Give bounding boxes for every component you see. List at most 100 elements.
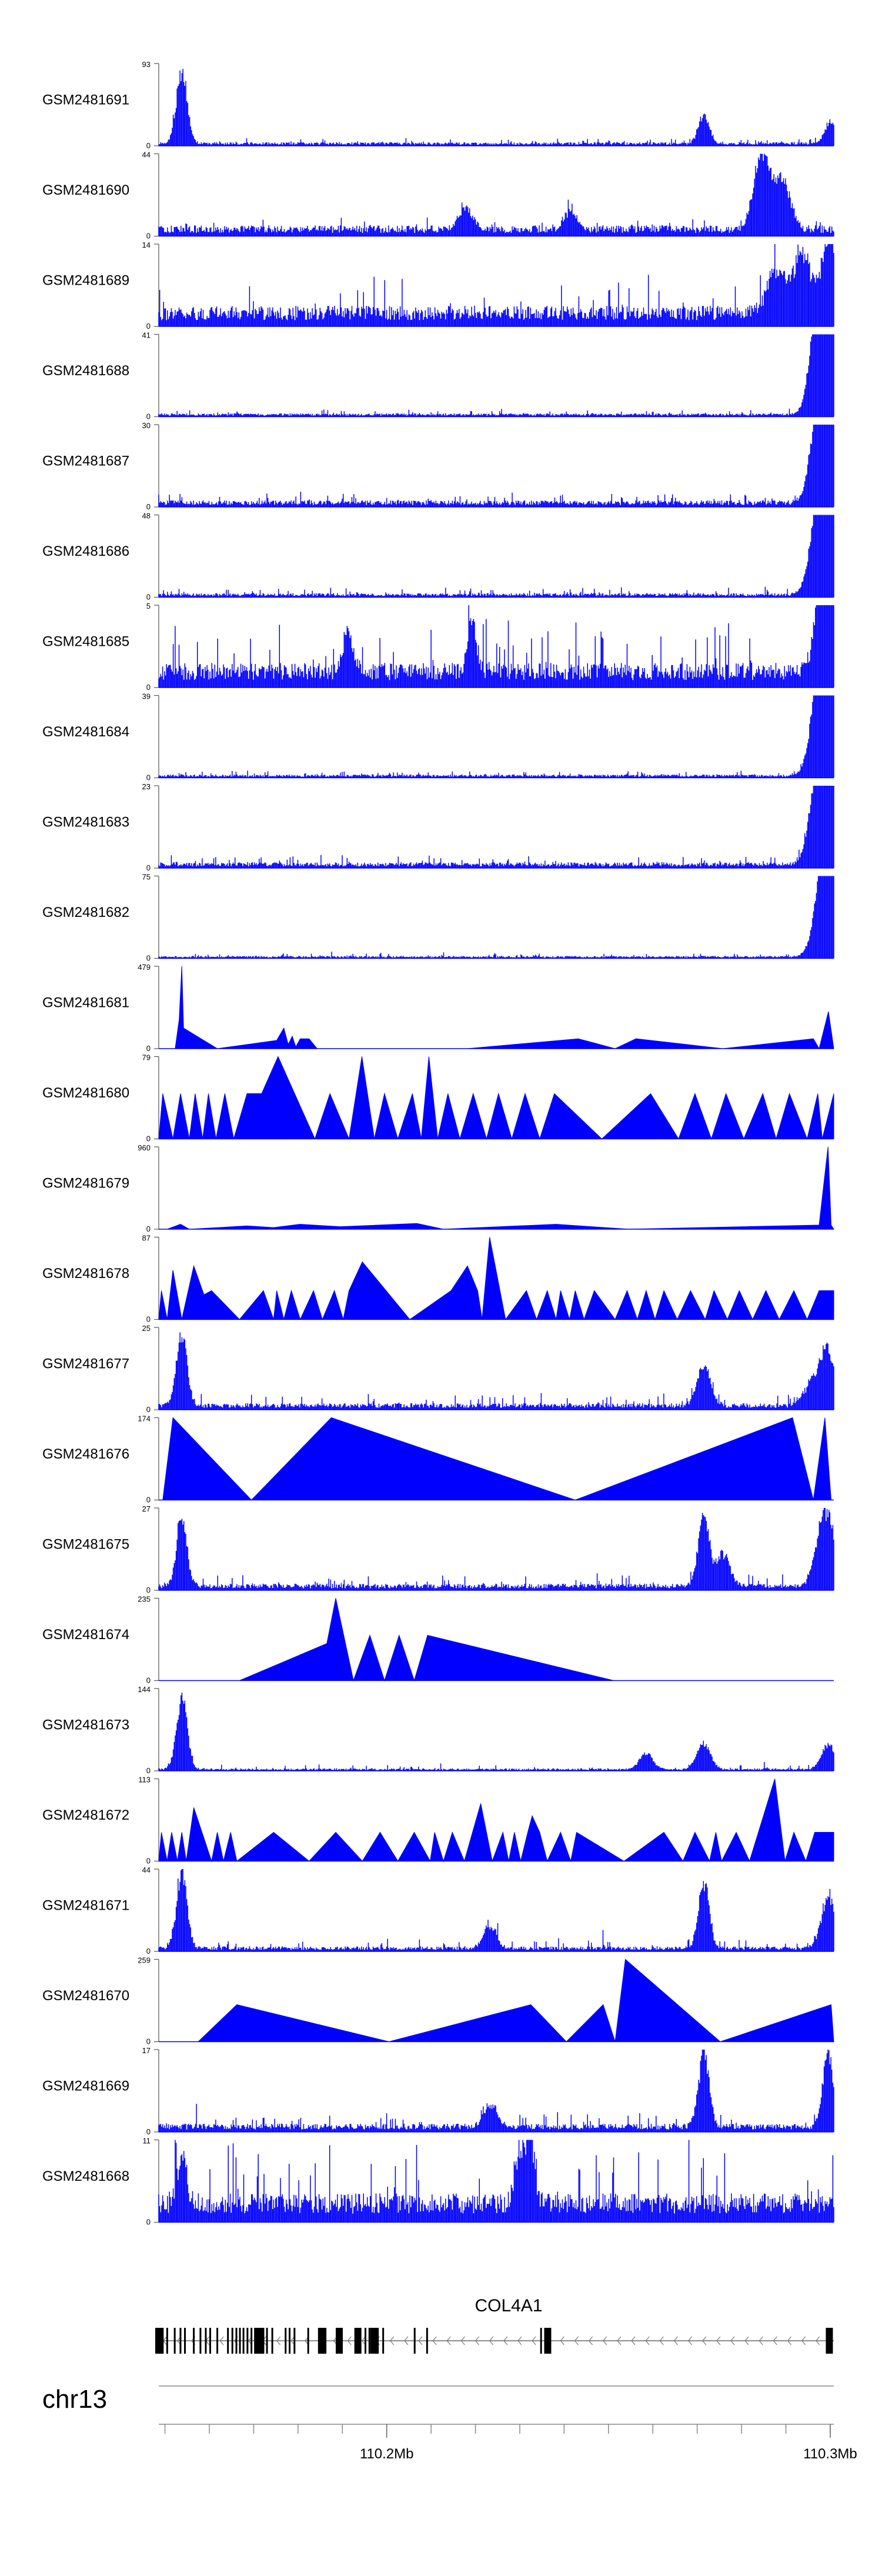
track-GSM2481686: GSM2481686 48 0 — [42, 512, 834, 602]
coverage-area-GSM2481676 — [162, 1417, 832, 1501]
strand-arrow-icon — [503, 2336, 508, 2345]
exon — [262, 2328, 265, 2354]
track-name: GSM2481674 — [42, 1627, 129, 1643]
strand-arrow-icon — [418, 2336, 423, 2345]
strand-arrow-icon — [404, 2336, 409, 2345]
strand-arrow-icon — [361, 2336, 366, 2345]
strand-arrow-icon — [744, 2336, 749, 2345]
strand-arrow-icon — [787, 2336, 792, 2345]
track-ymin-label: 0 — [146, 1044, 151, 1053]
track-GSM2481687: GSM2481687 30 0 — [42, 421, 834, 511]
track-ymin-label: 0 — [146, 1947, 151, 1956]
exon — [184, 2328, 186, 2354]
track-GSM2481684: GSM2481684 39 0 — [42, 692, 834, 782]
track-stack: GSM2481691930GSM2481690440GSM2481689140G… — [42, 60, 834, 2227]
exon — [199, 2328, 202, 2354]
track-GSM2481680: GSM2481680 79 0 — [42, 1053, 834, 1143]
track-GSM2481677: GSM2481677 25 0 — [42, 1324, 834, 1414]
strand-arrow-icon — [701, 2336, 707, 2345]
strand-arrow-icon — [517, 2336, 522, 2345]
track-ymin-label: 0 — [146, 1224, 151, 1233]
track-GSM2481672: GSM2481672 113 0 — [42, 1776, 834, 1866]
exon — [166, 2328, 168, 2354]
track-name: GSM2481686 — [42, 543, 129, 559]
track-ymax-label: 14 — [142, 241, 151, 249]
exon — [250, 2328, 253, 2354]
exon — [205, 2328, 207, 2354]
track-ymin-label: 0 — [146, 232, 151, 241]
track-GSM2481678: GSM2481678 87 0 — [42, 1234, 834, 1324]
track-ymax-label: 174 — [138, 1414, 151, 1423]
strand-arrow-icon — [645, 2336, 650, 2345]
coverage-signal-GSM2481691 — [158, 69, 834, 146]
strand-arrow-icon — [716, 2336, 721, 2345]
exon — [231, 2328, 233, 2354]
track-GSM2481679: GSM2481679 960 0 — [42, 1143, 834, 1233]
track-ymax-label: 41 — [142, 331, 151, 340]
track-ymin-label: 0 — [146, 141, 151, 150]
track-GSM2481670: GSM2481670 259 0 — [42, 1956, 834, 2046]
track-name: GSM2481678 — [42, 1266, 129, 1282]
track-name: GSM2481677 — [42, 1356, 129, 1372]
track-name: GSM2481675 — [42, 1537, 129, 1553]
exon — [325, 2328, 327, 2354]
coverage-signal-GSM2481675 — [158, 1508, 834, 1590]
track-ymax-label: 144 — [138, 1685, 151, 1694]
coverage-area-GSM2481672 — [158, 1778, 834, 1863]
track-ymin-label: 0 — [146, 2127, 151, 2136]
track-ymax-label: 27 — [142, 1504, 151, 1513]
coverage-area-GSM2481681 — [175, 966, 834, 1050]
strand-arrow-icon — [276, 2336, 281, 2345]
exon — [162, 2328, 164, 2354]
track-name: GSM2481685 — [42, 634, 129, 650]
coverage-signal-GSM2481687 — [158, 425, 834, 507]
axis-tick-label: 110.2Mb — [360, 2446, 414, 2462]
track-GSM2481681: GSM2481681 479 0 — [42, 963, 834, 1053]
track-GSM2481683: GSM2481683 23 0 — [42, 782, 834, 872]
strand-arrow-icon — [773, 2336, 777, 2345]
track-ymax-label: 23 — [142, 782, 151, 791]
genome-axis: chr13 110.2Mb 110.3Mb — [42, 2385, 857, 2462]
track-ymin-label: 0 — [146, 863, 151, 872]
track-name: GSM2481672 — [42, 1807, 129, 1823]
track-GSM2481688: GSM2481688 41 0 — [42, 331, 834, 421]
track-ymin-label: 0 — [146, 773, 151, 782]
track-name: GSM2481689 — [42, 273, 129, 289]
track-GSM2481691: GSM2481691 93 0 — [42, 60, 834, 150]
track-ymax-label: 479 — [138, 963, 151, 972]
exon — [382, 2328, 385, 2354]
exon — [209, 2328, 211, 2354]
track-name: GSM2481681 — [42, 995, 129, 1011]
coverage-signal-GSM2481685 — [158, 605, 834, 688]
chromosome-label: chr13 — [42, 2385, 107, 2414]
coverage-signal-GSM2481682 — [158, 876, 834, 959]
strand-arrow-icon — [560, 2336, 564, 2345]
exon — [377, 2328, 379, 2354]
track-GSM2481671: GSM2481671 44 0 — [42, 1866, 834, 1956]
strand-arrow-icon — [489, 2336, 494, 2345]
track-GSM2481675: GSM2481675 27 0 — [42, 1504, 834, 1594]
strand-arrow-icon — [432, 2336, 437, 2345]
exon — [227, 2328, 229, 2354]
strand-arrow-icon — [801, 2336, 806, 2345]
track-ymax-label: 44 — [142, 151, 151, 159]
exon — [289, 2328, 291, 2354]
strand-arrow-icon — [588, 2336, 593, 2345]
track-GSM2481669: GSM2481669 17 0 — [42, 2046, 834, 2136]
track-GSM2481682: GSM2481682 75 0 — [42, 873, 834, 963]
track-name: GSM2481684 — [42, 724, 129, 740]
track-ymin-label: 0 — [146, 1134, 151, 1143]
track-GSM2481690: GSM2481690 44 0 — [42, 151, 834, 241]
exon — [266, 2328, 268, 2354]
exon — [235, 2328, 238, 2354]
track-ymax-label: 113 — [138, 1776, 151, 1784]
exon — [193, 2328, 195, 2354]
track-ymax-label: 79 — [142, 1053, 151, 1062]
coverage-area-GSM2481670 — [197, 1958, 834, 2043]
coverage-signal-GSM2481690 — [158, 154, 834, 236]
coverage-signal-GSM2481684 — [158, 695, 834, 778]
track-GSM2481689: GSM2481689 14 0 — [42, 241, 834, 331]
coverage-signal-GSM2481668 — [158, 2140, 834, 2223]
strand-arrow-icon — [687, 2336, 693, 2345]
track-name: GSM2481673 — [42, 1717, 129, 1733]
